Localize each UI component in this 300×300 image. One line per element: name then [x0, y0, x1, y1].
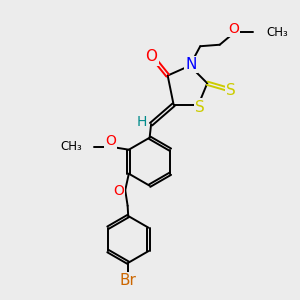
Text: Br: Br — [120, 273, 137, 288]
Text: S: S — [195, 100, 205, 115]
Text: CH₃: CH₃ — [61, 140, 82, 153]
Text: H: H — [136, 115, 147, 129]
Text: O: O — [228, 22, 239, 35]
Text: O: O — [146, 50, 158, 64]
Text: O: O — [105, 134, 116, 148]
Text: O: O — [113, 184, 124, 198]
Text: N: N — [186, 57, 197, 72]
Text: CH₃: CH₃ — [266, 26, 288, 39]
Text: S: S — [226, 82, 236, 98]
